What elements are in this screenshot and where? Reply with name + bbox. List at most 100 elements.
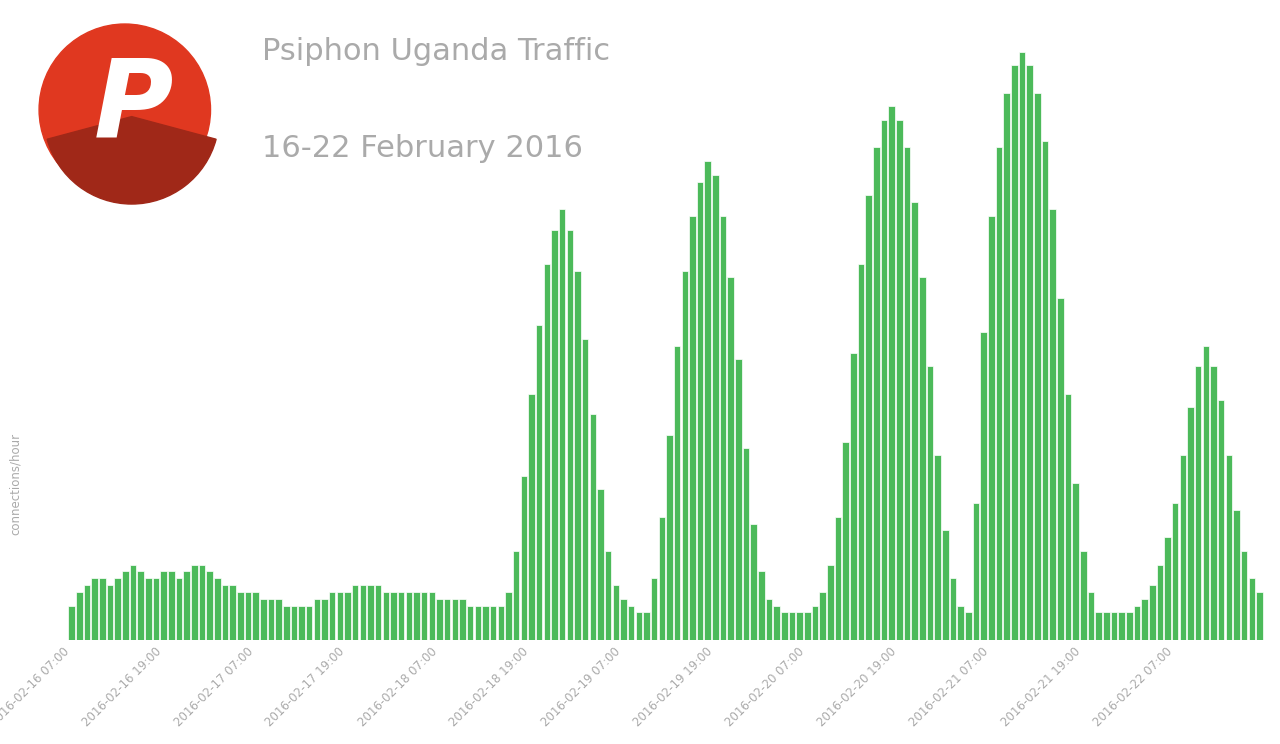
Bar <box>1211 366 1217 640</box>
Bar <box>145 578 151 640</box>
Bar <box>283 606 289 640</box>
Bar <box>452 599 458 640</box>
Bar <box>1256 592 1263 640</box>
Bar <box>521 475 527 640</box>
Bar <box>1240 551 1248 640</box>
Bar <box>1111 612 1117 640</box>
Bar <box>229 585 236 640</box>
Bar <box>621 599 627 640</box>
Bar <box>191 565 197 640</box>
Bar <box>1088 592 1094 640</box>
Bar <box>513 551 520 640</box>
Bar <box>360 585 366 640</box>
Bar <box>1234 510 1240 640</box>
Bar <box>643 612 650 640</box>
Bar <box>996 147 1002 640</box>
Bar <box>367 585 374 640</box>
Bar <box>636 612 643 640</box>
Bar <box>152 578 159 640</box>
Bar <box>206 571 212 640</box>
Bar <box>712 175 718 640</box>
Bar <box>559 209 566 640</box>
Bar <box>1057 298 1064 640</box>
Bar <box>842 441 849 640</box>
Bar <box>758 571 764 640</box>
Bar <box>1080 551 1087 640</box>
Bar <box>244 592 251 640</box>
Bar <box>575 271 581 640</box>
Bar <box>91 578 97 640</box>
Bar <box>727 278 733 640</box>
Bar <box>1203 346 1210 640</box>
Bar <box>919 278 925 640</box>
Bar <box>214 578 220 640</box>
Bar <box>529 394 535 640</box>
Bar <box>980 332 987 640</box>
Bar <box>950 578 956 640</box>
Bar <box>988 216 995 640</box>
Bar <box>1142 599 1148 640</box>
Bar <box>536 325 543 640</box>
Bar <box>114 578 120 640</box>
Bar <box>321 599 328 640</box>
Bar <box>467 606 474 640</box>
Bar <box>421 592 428 640</box>
Bar <box>1149 585 1156 640</box>
Bar <box>1042 141 1048 640</box>
Bar <box>1073 483 1079 640</box>
Bar <box>873 147 879 640</box>
Bar <box>552 230 558 640</box>
Bar <box>406 592 412 640</box>
Bar <box>198 565 205 640</box>
Bar <box>934 455 941 640</box>
Bar <box>344 592 351 640</box>
Bar <box>352 585 358 640</box>
Bar <box>765 599 772 640</box>
Wedge shape <box>47 117 216 204</box>
Bar <box>689 216 696 640</box>
Bar <box>460 599 466 640</box>
Bar <box>850 353 856 640</box>
Bar <box>605 551 612 640</box>
Bar <box>306 606 312 640</box>
Bar <box>106 585 113 640</box>
Bar <box>835 517 841 640</box>
Bar <box>1226 455 1233 640</box>
Bar <box>413 592 420 640</box>
Bar <box>896 120 902 640</box>
Bar <box>137 571 143 640</box>
Bar <box>567 230 573 640</box>
Bar <box>1219 400 1225 640</box>
Bar <box>865 196 872 640</box>
Bar <box>858 263 864 640</box>
Bar <box>965 612 972 640</box>
Bar <box>735 359 741 640</box>
Bar <box>490 606 497 640</box>
Bar <box>750 524 756 640</box>
Bar <box>590 414 596 640</box>
Bar <box>1165 537 1171 640</box>
Bar <box>942 530 948 640</box>
Bar <box>129 565 136 640</box>
Text: 16-22 February 2016: 16-22 February 2016 <box>262 134 584 163</box>
Bar <box>1134 606 1140 640</box>
Bar <box>1180 455 1187 640</box>
Text: connections/hour: connections/hour <box>9 432 22 535</box>
Bar <box>742 449 749 640</box>
Bar <box>957 606 964 640</box>
Bar <box>122 571 128 640</box>
Bar <box>1096 612 1102 640</box>
Bar <box>329 592 335 640</box>
Bar <box>506 592 512 640</box>
Bar <box>483 606 489 640</box>
Bar <box>628 606 635 640</box>
Bar <box>83 585 91 640</box>
Bar <box>1188 407 1194 640</box>
Bar <box>337 592 343 640</box>
Bar <box>911 202 918 640</box>
Bar <box>973 503 979 640</box>
Bar <box>168 571 174 640</box>
Bar <box>666 434 673 640</box>
Bar <box>1011 65 1018 640</box>
Bar <box>773 606 780 640</box>
